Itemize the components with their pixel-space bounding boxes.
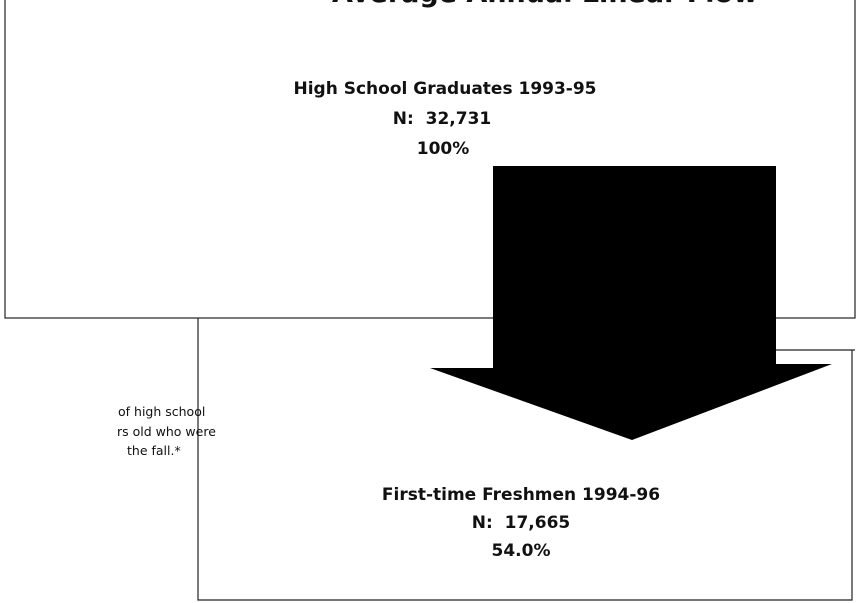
flow-arrow bbox=[430, 166, 832, 440]
node-count: N: 17,665 bbox=[472, 513, 570, 533]
note-line: the fall.* bbox=[127, 443, 181, 458]
node-label: High School Graduates 1993-95 bbox=[293, 79, 596, 99]
node-label: First-time Freshmen 1994-96 bbox=[382, 485, 660, 505]
node-percent: 54.0% bbox=[492, 541, 551, 561]
node-count: N: 32,731 bbox=[393, 109, 491, 129]
title: Average Annual Linear Flow bbox=[332, 0, 758, 9]
node-percent: 100% bbox=[417, 139, 470, 159]
note-line: of high school bbox=[118, 404, 205, 419]
target-box bbox=[197, 318, 853, 601]
source-box bbox=[4, 0, 856, 319]
note-line: rs old who were bbox=[117, 424, 216, 439]
